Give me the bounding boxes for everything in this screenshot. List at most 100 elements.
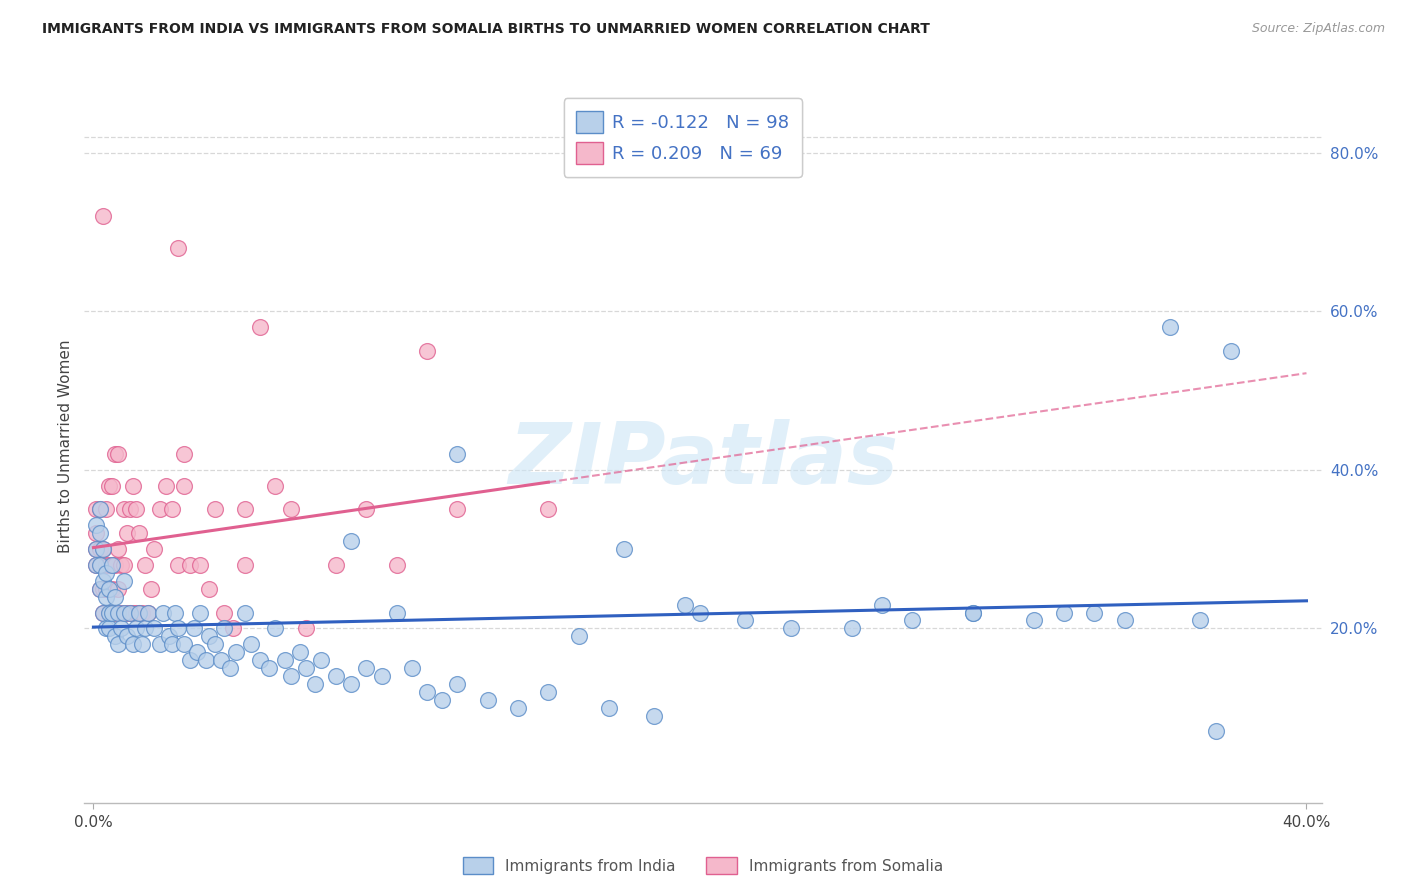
Point [1114, 614, 1136, 628]
Point [125, 621, 148, 635]
Point [128, 526, 150, 541]
Point [104, 629, 127, 643]
Point [537, 685, 560, 699]
Point [97, 582, 120, 596]
Point [89, 542, 111, 557]
Point [91, 582, 114, 596]
Point [89, 582, 111, 596]
Point [112, 574, 135, 588]
Point [94, 590, 117, 604]
Point [157, 629, 180, 643]
Point [86, 542, 108, 557]
Point [122, 606, 145, 620]
Point [152, 606, 174, 620]
Point [89, 558, 111, 572]
Point [1159, 320, 1181, 334]
Point [416, 343, 439, 358]
Point [643, 708, 665, 723]
Point [219, 661, 242, 675]
Point [89, 526, 111, 541]
Point [1219, 343, 1241, 358]
Point [91, 574, 114, 588]
Point [104, 558, 127, 572]
Point [294, 621, 316, 635]
Point [128, 606, 150, 620]
Point [94, 621, 117, 635]
Point [173, 447, 195, 461]
Point [89, 582, 111, 596]
Point [280, 502, 302, 516]
Point [107, 606, 129, 620]
Point [118, 606, 141, 620]
Point [209, 653, 232, 667]
Point [139, 582, 162, 596]
Point [446, 677, 468, 691]
Point [118, 502, 141, 516]
Point [325, 558, 347, 572]
Point [100, 582, 122, 596]
Point [233, 558, 256, 572]
Point [537, 502, 560, 516]
Point [94, 502, 117, 516]
Point [280, 669, 302, 683]
Point [94, 558, 117, 572]
Point [131, 606, 153, 620]
Point [167, 621, 190, 635]
Point [97, 558, 120, 572]
Point [689, 606, 711, 620]
Point [112, 606, 135, 620]
Point [225, 645, 247, 659]
Point [780, 621, 803, 635]
Point [598, 700, 620, 714]
Point [197, 582, 219, 596]
Point [264, 621, 287, 635]
Point [385, 606, 408, 620]
Point [613, 542, 636, 557]
Point [188, 606, 211, 620]
Point [89, 502, 111, 516]
Point [100, 478, 122, 492]
Point [104, 606, 127, 620]
Point [100, 606, 122, 620]
Point [91, 542, 114, 557]
Y-axis label: Births to Unmarried Women: Births to Unmarried Women [58, 339, 73, 553]
Point [173, 478, 195, 492]
Point [186, 645, 208, 659]
Point [1022, 614, 1045, 628]
Point [1053, 606, 1076, 620]
Legend: Immigrants from India, Immigrants from Somalia: Immigrants from India, Immigrants from S… [457, 851, 949, 880]
Point [870, 598, 893, 612]
Point [962, 606, 984, 620]
Point [91, 606, 114, 620]
Point [264, 478, 287, 492]
Point [222, 621, 245, 635]
Point [385, 558, 408, 572]
Point [734, 614, 756, 628]
Point [197, 629, 219, 643]
Point [162, 637, 184, 651]
Point [162, 502, 184, 516]
Point [91, 542, 114, 557]
Point [273, 653, 295, 667]
Point [179, 653, 201, 667]
Point [432, 692, 454, 706]
Point [107, 542, 129, 557]
Point [901, 614, 924, 628]
Point [131, 637, 153, 651]
Point [115, 526, 138, 541]
Point [288, 645, 311, 659]
Point [143, 621, 166, 635]
Point [165, 606, 187, 620]
Point [110, 606, 132, 620]
Point [1205, 724, 1227, 739]
Point [134, 558, 156, 572]
Point [340, 677, 363, 691]
Point [122, 637, 145, 651]
Point [86, 502, 108, 516]
Point [100, 558, 122, 572]
Point [212, 606, 235, 620]
Point [194, 653, 217, 667]
Point [97, 621, 120, 635]
Point [91, 209, 114, 223]
Point [173, 637, 195, 651]
